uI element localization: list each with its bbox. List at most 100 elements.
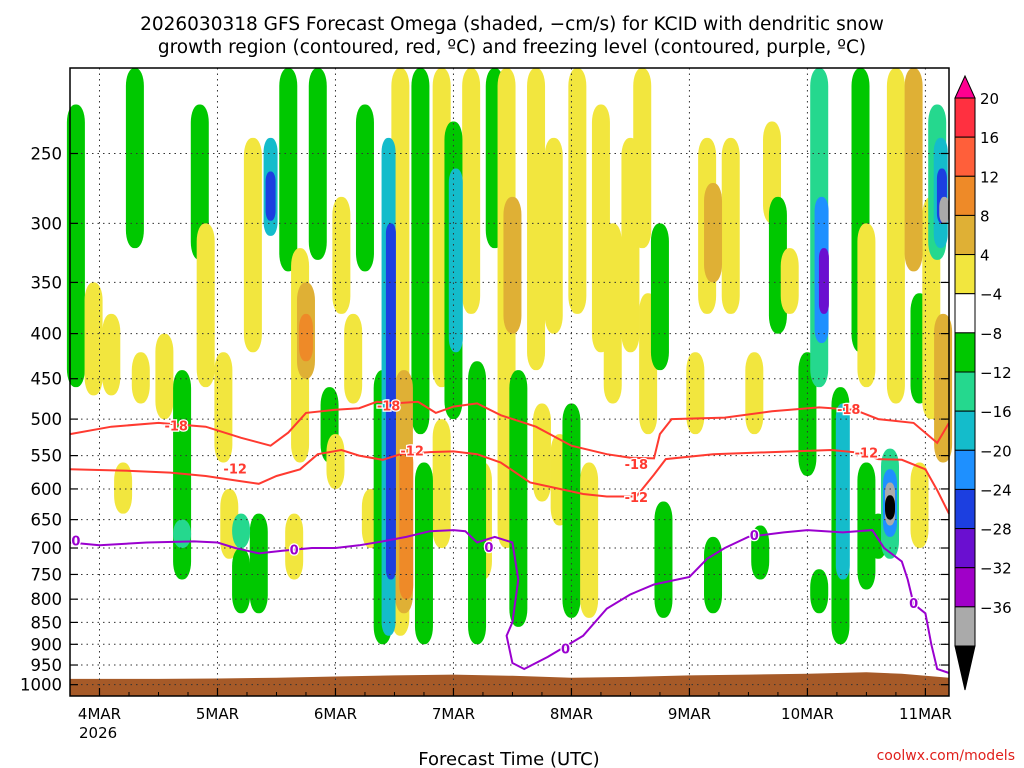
contour--12C bbox=[69, 448, 950, 515]
omega-cell bbox=[904, 68, 923, 272]
contour-0C bbox=[69, 529, 950, 674]
colorbar-label: 16 bbox=[980, 129, 999, 147]
omega-cell bbox=[568, 68, 587, 314]
omega-cell bbox=[196, 223, 215, 388]
omega-cell bbox=[857, 462, 876, 590]
x-tick-label: 9MAR bbox=[668, 705, 711, 723]
contour-label: -18 bbox=[625, 458, 649, 473]
y-tick-label: 550 bbox=[31, 447, 63, 466]
plot-area: -18 -18 -18 -18 -12 -12 -12 -12 0 0 0 0 0 0 bbox=[66, 67, 953, 697]
omega-cell bbox=[155, 333, 174, 420]
x-tick-label: 8MAR bbox=[550, 705, 593, 723]
omega-cell bbox=[910, 462, 929, 549]
omega-cell bbox=[355, 104, 374, 272]
omega-cell bbox=[780, 248, 799, 314]
omega-cell bbox=[686, 352, 705, 435]
omega-cell bbox=[509, 370, 528, 627]
colorbar-swatch bbox=[954, 410, 976, 451]
colorbar-label: −4 bbox=[980, 286, 1002, 304]
contour-label: -18 bbox=[837, 403, 861, 418]
contour-label: 0 bbox=[484, 541, 493, 556]
y-tick-label: 750 bbox=[31, 565, 63, 584]
colorbar-swatch bbox=[954, 488, 976, 530]
contour-label: 0 bbox=[290, 544, 299, 559]
y-tick-label: 450 bbox=[31, 370, 63, 389]
omega-cell bbox=[285, 513, 304, 580]
y-tick-label: 1000 bbox=[20, 676, 62, 695]
omega-cell bbox=[798, 352, 817, 476]
omega-cell bbox=[84, 282, 103, 396]
colorbar-label: 20 bbox=[980, 90, 999, 108]
colorbar-swatch bbox=[954, 332, 976, 373]
colorbar-swatch bbox=[954, 175, 976, 216]
colorbar-top-arrow bbox=[954, 74, 976, 99]
omega-cell bbox=[326, 434, 345, 489]
omega-cell bbox=[125, 68, 144, 249]
colorbar: 20 16 12 8 4 −4 −8 −12 −16 −20 −24 −28 −32 −36 bbox=[954, 74, 1012, 691]
chart-title-line2: growth region (contoured, red, ºC) and f… bbox=[158, 37, 866, 58]
omega-cell bbox=[114, 462, 133, 514]
omega-cell bbox=[432, 419, 451, 549]
terrain-area bbox=[70, 672, 949, 696]
colorbar-label: −20 bbox=[980, 442, 1012, 460]
omega-cell bbox=[232, 513, 251, 549]
colorbar-swatch bbox=[954, 293, 976, 334]
terrain-fill bbox=[70, 672, 949, 696]
colorbar-swatch bbox=[954, 528, 976, 569]
omega-cell bbox=[173, 519, 192, 549]
omega-cell bbox=[279, 68, 298, 272]
omega-cell bbox=[745, 352, 764, 435]
omega-cell bbox=[249, 513, 268, 614]
omega-cell bbox=[810, 569, 829, 614]
omega-cell bbox=[462, 68, 481, 314]
y-tick-label: 600 bbox=[31, 480, 63, 499]
omega-cell bbox=[332, 196, 351, 314]
omega-cell bbox=[214, 352, 233, 463]
x-tick-label: 5MAR bbox=[196, 705, 239, 723]
colorbar-label: −12 bbox=[980, 364, 1012, 382]
colorbar-label: −8 bbox=[980, 325, 1002, 343]
y-tick-label: 500 bbox=[31, 410, 63, 429]
omega-cell bbox=[704, 536, 723, 614]
colorbar-swatch bbox=[954, 606, 976, 647]
y-tick-label: 950 bbox=[31, 656, 63, 675]
omega-cell bbox=[66, 104, 85, 388]
y-tick-label: 400 bbox=[31, 325, 63, 344]
omega-cell bbox=[562, 403, 581, 618]
contour-label: 0 bbox=[909, 597, 918, 612]
y-tick-label: 900 bbox=[31, 635, 63, 654]
contour-label: -12 bbox=[625, 491, 649, 506]
plot-frame bbox=[69, 67, 950, 697]
omega-cell bbox=[411, 68, 430, 435]
colorbar-bottom-arrow bbox=[954, 645, 976, 691]
contour-label: 0 bbox=[750, 529, 759, 544]
x-tick-label: 11MAR bbox=[899, 705, 952, 723]
omega-cell bbox=[308, 68, 327, 260]
contour-label: -18 bbox=[377, 400, 401, 415]
x-axis: 4MAR 5MAR 6MAR 7MAR 8MAR 9MAR 10MAR 11MAR bbox=[69, 688, 952, 723]
y-tick-label: 800 bbox=[31, 590, 63, 609]
colorbar-label: −36 bbox=[980, 599, 1012, 617]
omega-cell bbox=[527, 68, 546, 371]
colorbar-label: 8 bbox=[980, 207, 990, 225]
grid-lines bbox=[70, 68, 949, 696]
x-tick-label: 6MAR bbox=[314, 705, 357, 723]
omega-cell bbox=[414, 462, 433, 645]
omega-cell bbox=[721, 137, 740, 314]
y-tick-label: 700 bbox=[31, 539, 63, 558]
omega-cell bbox=[468, 361, 487, 645]
credit-text: coolwx.com/models bbox=[877, 748, 1015, 764]
colorbar-label: −16 bbox=[980, 403, 1012, 421]
colorbar-swatch bbox=[954, 449, 976, 490]
colorbar-label: 12 bbox=[980, 168, 999, 186]
colorbar-swatch bbox=[954, 567, 976, 608]
y-axis: 250 300 350 400 450 500 550 600 650 700 750 800 850 9… bbox=[20, 144, 949, 695]
colorbar-label: 4 bbox=[980, 247, 990, 265]
y-tick-label: 300 bbox=[31, 214, 63, 233]
omega-cell bbox=[818, 248, 829, 314]
omega-cell bbox=[580, 462, 599, 618]
omega-cell bbox=[399, 448, 414, 600]
x-axis-year: 2026 bbox=[79, 724, 117, 742]
colorbar-swatch bbox=[954, 97, 976, 138]
